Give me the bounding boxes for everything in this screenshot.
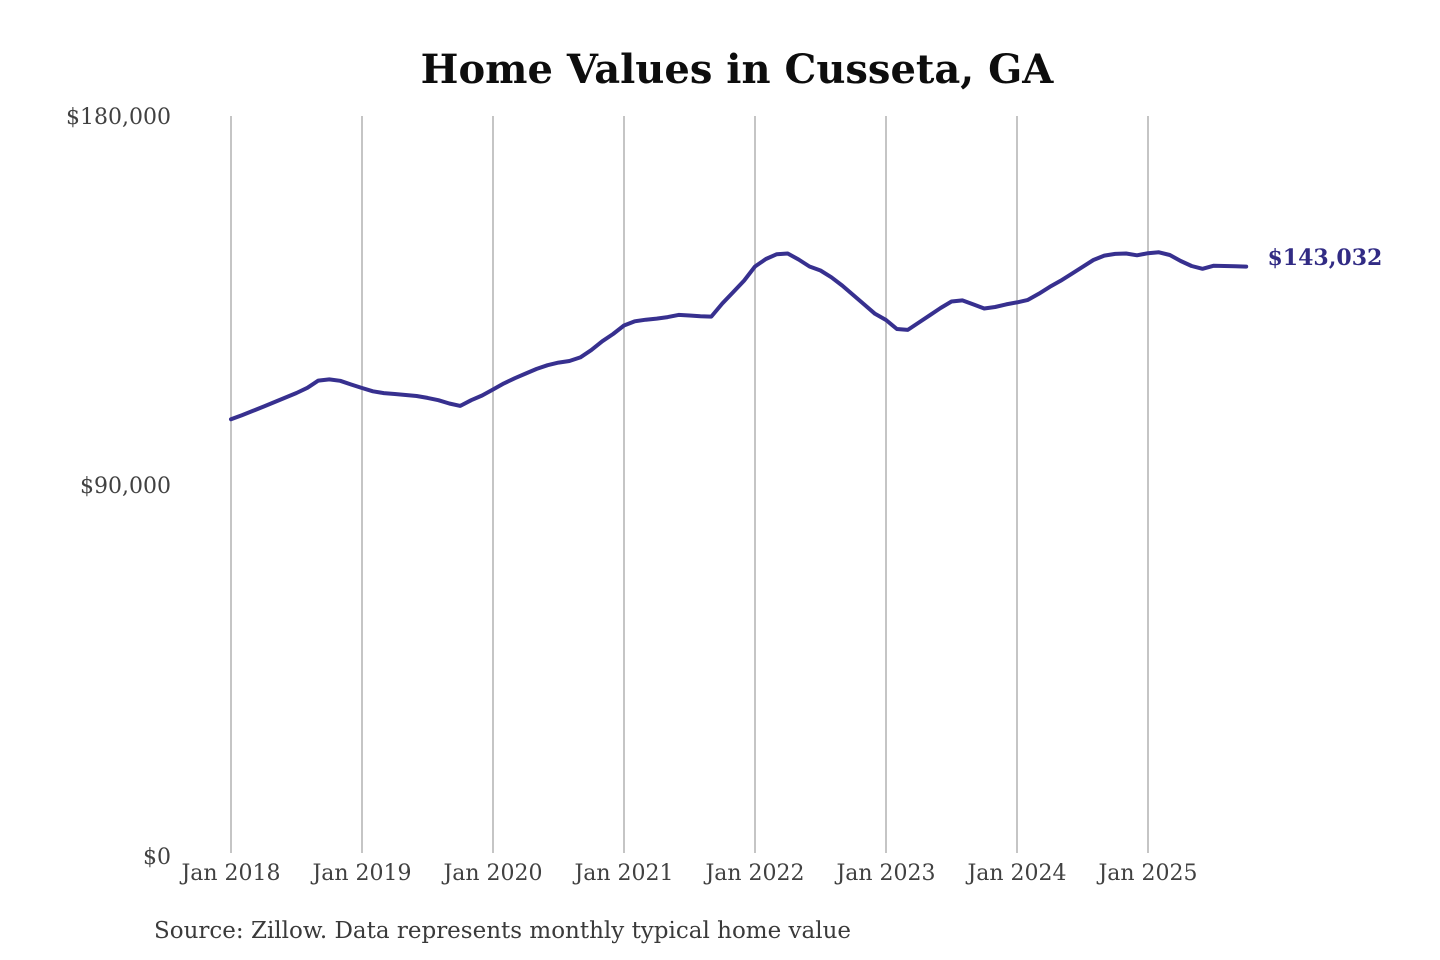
svg-text:Jan 2025: Jan 2025	[1096, 861, 1197, 886]
svg-text:Jan 2021: Jan 2021	[572, 861, 673, 886]
svg-text:Home Values in Cusseta, GA: Home Values in Cusseta, GA	[421, 46, 1055, 93]
svg-text:Jan 2023: Jan 2023	[834, 861, 935, 886]
svg-text:$180,000: $180,000	[66, 105, 171, 130]
svg-text:Jan 2024: Jan 2024	[965, 861, 1066, 886]
svg-text:Jan 2022: Jan 2022	[703, 861, 804, 886]
svg-text:$143,032: $143,032	[1268, 245, 1383, 271]
svg-text:Jan 2018: Jan 2018	[179, 861, 280, 886]
svg-text:Jan 2019: Jan 2019	[310, 861, 411, 886]
svg-text:Jan 2020: Jan 2020	[441, 861, 542, 886]
svg-text:$0: $0	[143, 845, 171, 870]
svg-text:$90,000: $90,000	[80, 474, 171, 499]
svg-text:Source: Zillow. Data represent: Source: Zillow. Data represents monthly …	[154, 918, 851, 944]
